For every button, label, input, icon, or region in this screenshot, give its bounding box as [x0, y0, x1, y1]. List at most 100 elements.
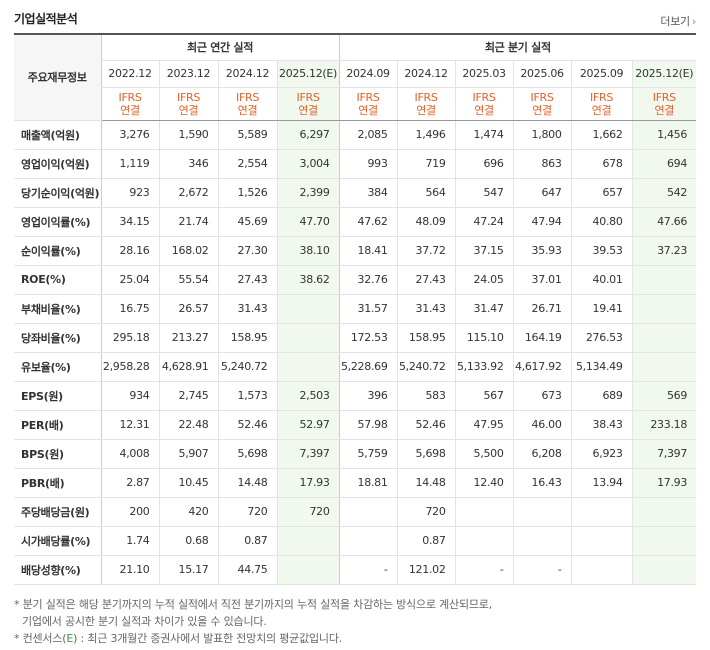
basis-consolidated: 연결 [654, 103, 675, 117]
more-link[interactable]: 더보기 › [660, 13, 696, 29]
table-cell [276, 352, 340, 382]
table-cell: 233.18 [631, 410, 697, 440]
table-row: BPS(원) 4,008 5,907 5,698 7,397 5,759 5,698 5,50… [14, 439, 697, 469]
table-cell [631, 265, 697, 295]
basis-ifrs: IFRS [177, 90, 200, 104]
period-header-row: 2022.12 2023.12 2024.12 2025.12(E) 2024.09 20… [14, 60, 697, 88]
table-cell: 46.00 [512, 410, 572, 440]
table-cell: 1,573 [217, 380, 277, 411]
table-cell: 1,590 [158, 120, 218, 150]
chevron-right-icon: › [691, 15, 696, 28]
basis-ifrs: IFRS [414, 90, 438, 104]
table-cell: 17.93 [631, 468, 697, 498]
table-cell: 21.10 [100, 555, 159, 585]
table-cell: 2,672 [158, 178, 218, 208]
table-cell: 0.68 [158, 526, 218, 556]
period-col-9: 2025.12(E) [631, 60, 697, 88]
table-cell: 27.43 [396, 265, 456, 295]
table-row: 유보율(%) 2,958.28 4,628.91 5,240.72 5,228.69 5,… [14, 352, 697, 382]
table-cell: 7,397 [276, 439, 340, 469]
annual-group-header: 최근 연간 실적 [100, 33, 340, 61]
table-row: 당기순이익(억원) 923 2,672 1,526 2,399 384 564 547 647 6… [14, 178, 697, 208]
basis-ifrs: IFRS [356, 90, 380, 104]
table-cell: 5,240.72 [396, 352, 456, 382]
table-row: 영업이익(억원) 1,119 346 2,554 3,004 993 719 696 863 67… [14, 149, 697, 179]
table-cell: 2,503 [276, 380, 340, 411]
table-cell: 719 [396, 149, 456, 179]
table-cell: 1,119 [100, 149, 159, 179]
table-cell: 38.10 [276, 236, 340, 266]
table-row: 영업이익률(%) 34.15 21.74 45.69 47.70 47.62 48.09 47… [14, 206, 697, 237]
table-cell: 15.17 [158, 555, 218, 585]
basis-ifrs: IFRS [472, 90, 496, 104]
table-cell: 37.15 [454, 236, 514, 266]
footnote-2: * 컨센서스(E) : 최근 3개월간 증권사에서 발표한 전망치의 평균값입니… [14, 630, 492, 647]
table-cell: 5,759 [338, 439, 398, 469]
table-cell: 158.95 [217, 323, 277, 353]
table-cell: 934 [100, 380, 159, 411]
table-cell: 172.53 [338, 323, 398, 353]
row-label: PBR(배) [14, 468, 101, 498]
table-cell: 993 [338, 149, 398, 179]
table-row: 시가배당률(%) 1.74 0.68 0.87 0.87 [14, 526, 697, 556]
table-cell: 5,240.72 [217, 352, 277, 382]
table-row: 순이익률(%) 28.16 168.02 27.30 38.10 18.41 37.72 37… [14, 236, 697, 266]
table-cell: 24.05 [454, 265, 514, 295]
table-cell: 3,004 [276, 149, 340, 179]
period-col-3: 2025.12(E) [276, 60, 340, 88]
table-cell: 0.87 [396, 526, 456, 556]
table-cell: 17.93 [276, 468, 340, 498]
table-cell: 673 [512, 380, 572, 411]
table-cell: 720 [217, 496, 277, 527]
basis-consolidated: 연결 [358, 103, 378, 117]
period-col-8: 2025.09 [570, 60, 633, 88]
table-cell: 5,500 [454, 439, 514, 469]
basis-ifrs: IFRS [590, 90, 614, 104]
basis-ifrs: IFRS [296, 90, 320, 104]
basis-cell-4: IFRS 연결 [338, 87, 398, 121]
table-cell: - [512, 555, 572, 585]
table-cell: 37.72 [396, 236, 456, 266]
table-cell: 18.81 [338, 468, 398, 498]
table-cell: 16.43 [512, 468, 572, 498]
table-cell: 31.47 [454, 293, 514, 324]
table-cell: 384 [338, 178, 398, 208]
table-cell: 295.18 [100, 323, 159, 353]
table-cell: 40.80 [570, 206, 633, 237]
table-cell: 696 [454, 149, 514, 179]
table-cell: 5,134.49 [570, 352, 633, 382]
basis-consolidated: 연결 [474, 103, 494, 117]
table-cell: 2,554 [217, 149, 277, 179]
table-cell: 55.54 [158, 265, 218, 295]
basis-consolidated: 연결 [237, 103, 258, 117]
section-title: 기업실적분석 [14, 12, 78, 26]
table-cell: 1,474 [454, 120, 514, 150]
table-cell: 12.31 [100, 410, 159, 440]
table-cell: 19.41 [570, 293, 633, 324]
basis-cell-6: IFRS 연결 [454, 87, 514, 121]
table-cell [570, 496, 633, 527]
table-row: PER(배) 12.31 22.48 52.46 52.97 57.98 52.46 47.9… [14, 410, 697, 440]
table-cell: 47.70 [276, 206, 340, 237]
table-cell: 10.45 [158, 468, 218, 498]
table-cell: 37.01 [512, 265, 572, 295]
basis-ifrs: IFRS [118, 90, 142, 104]
table-cell: 0.87 [217, 526, 277, 556]
basis-consolidated: 연결 [532, 103, 552, 117]
basis-cell-1: IFRS 연결 [158, 87, 218, 121]
table-cell [631, 293, 697, 324]
table-cell: 26.71 [512, 293, 572, 324]
basis-consolidated: 연결 [178, 103, 199, 117]
basis-consolidated: 연결 [298, 103, 318, 117]
table-cell: 689 [570, 380, 633, 411]
basis-cell-9: IFRS 연결 [631, 87, 697, 121]
table-row: PBR(배) 2.87 10.45 14.48 17.93 18.81 14.48 12.40… [14, 468, 697, 498]
table-cell: 47.24 [454, 206, 514, 237]
basis-ifrs: IFRS [236, 90, 259, 104]
row-label: 배당성향(%) [14, 555, 101, 585]
table-cell: 164.19 [512, 323, 572, 353]
table-cell: 52.46 [217, 410, 277, 440]
table-cell: 18.41 [338, 236, 398, 266]
table-row: 배당성향(%) 21.10 15.17 44.75-121.02- - [14, 555, 697, 585]
row-label: 영업이익(억원) [14, 149, 101, 179]
